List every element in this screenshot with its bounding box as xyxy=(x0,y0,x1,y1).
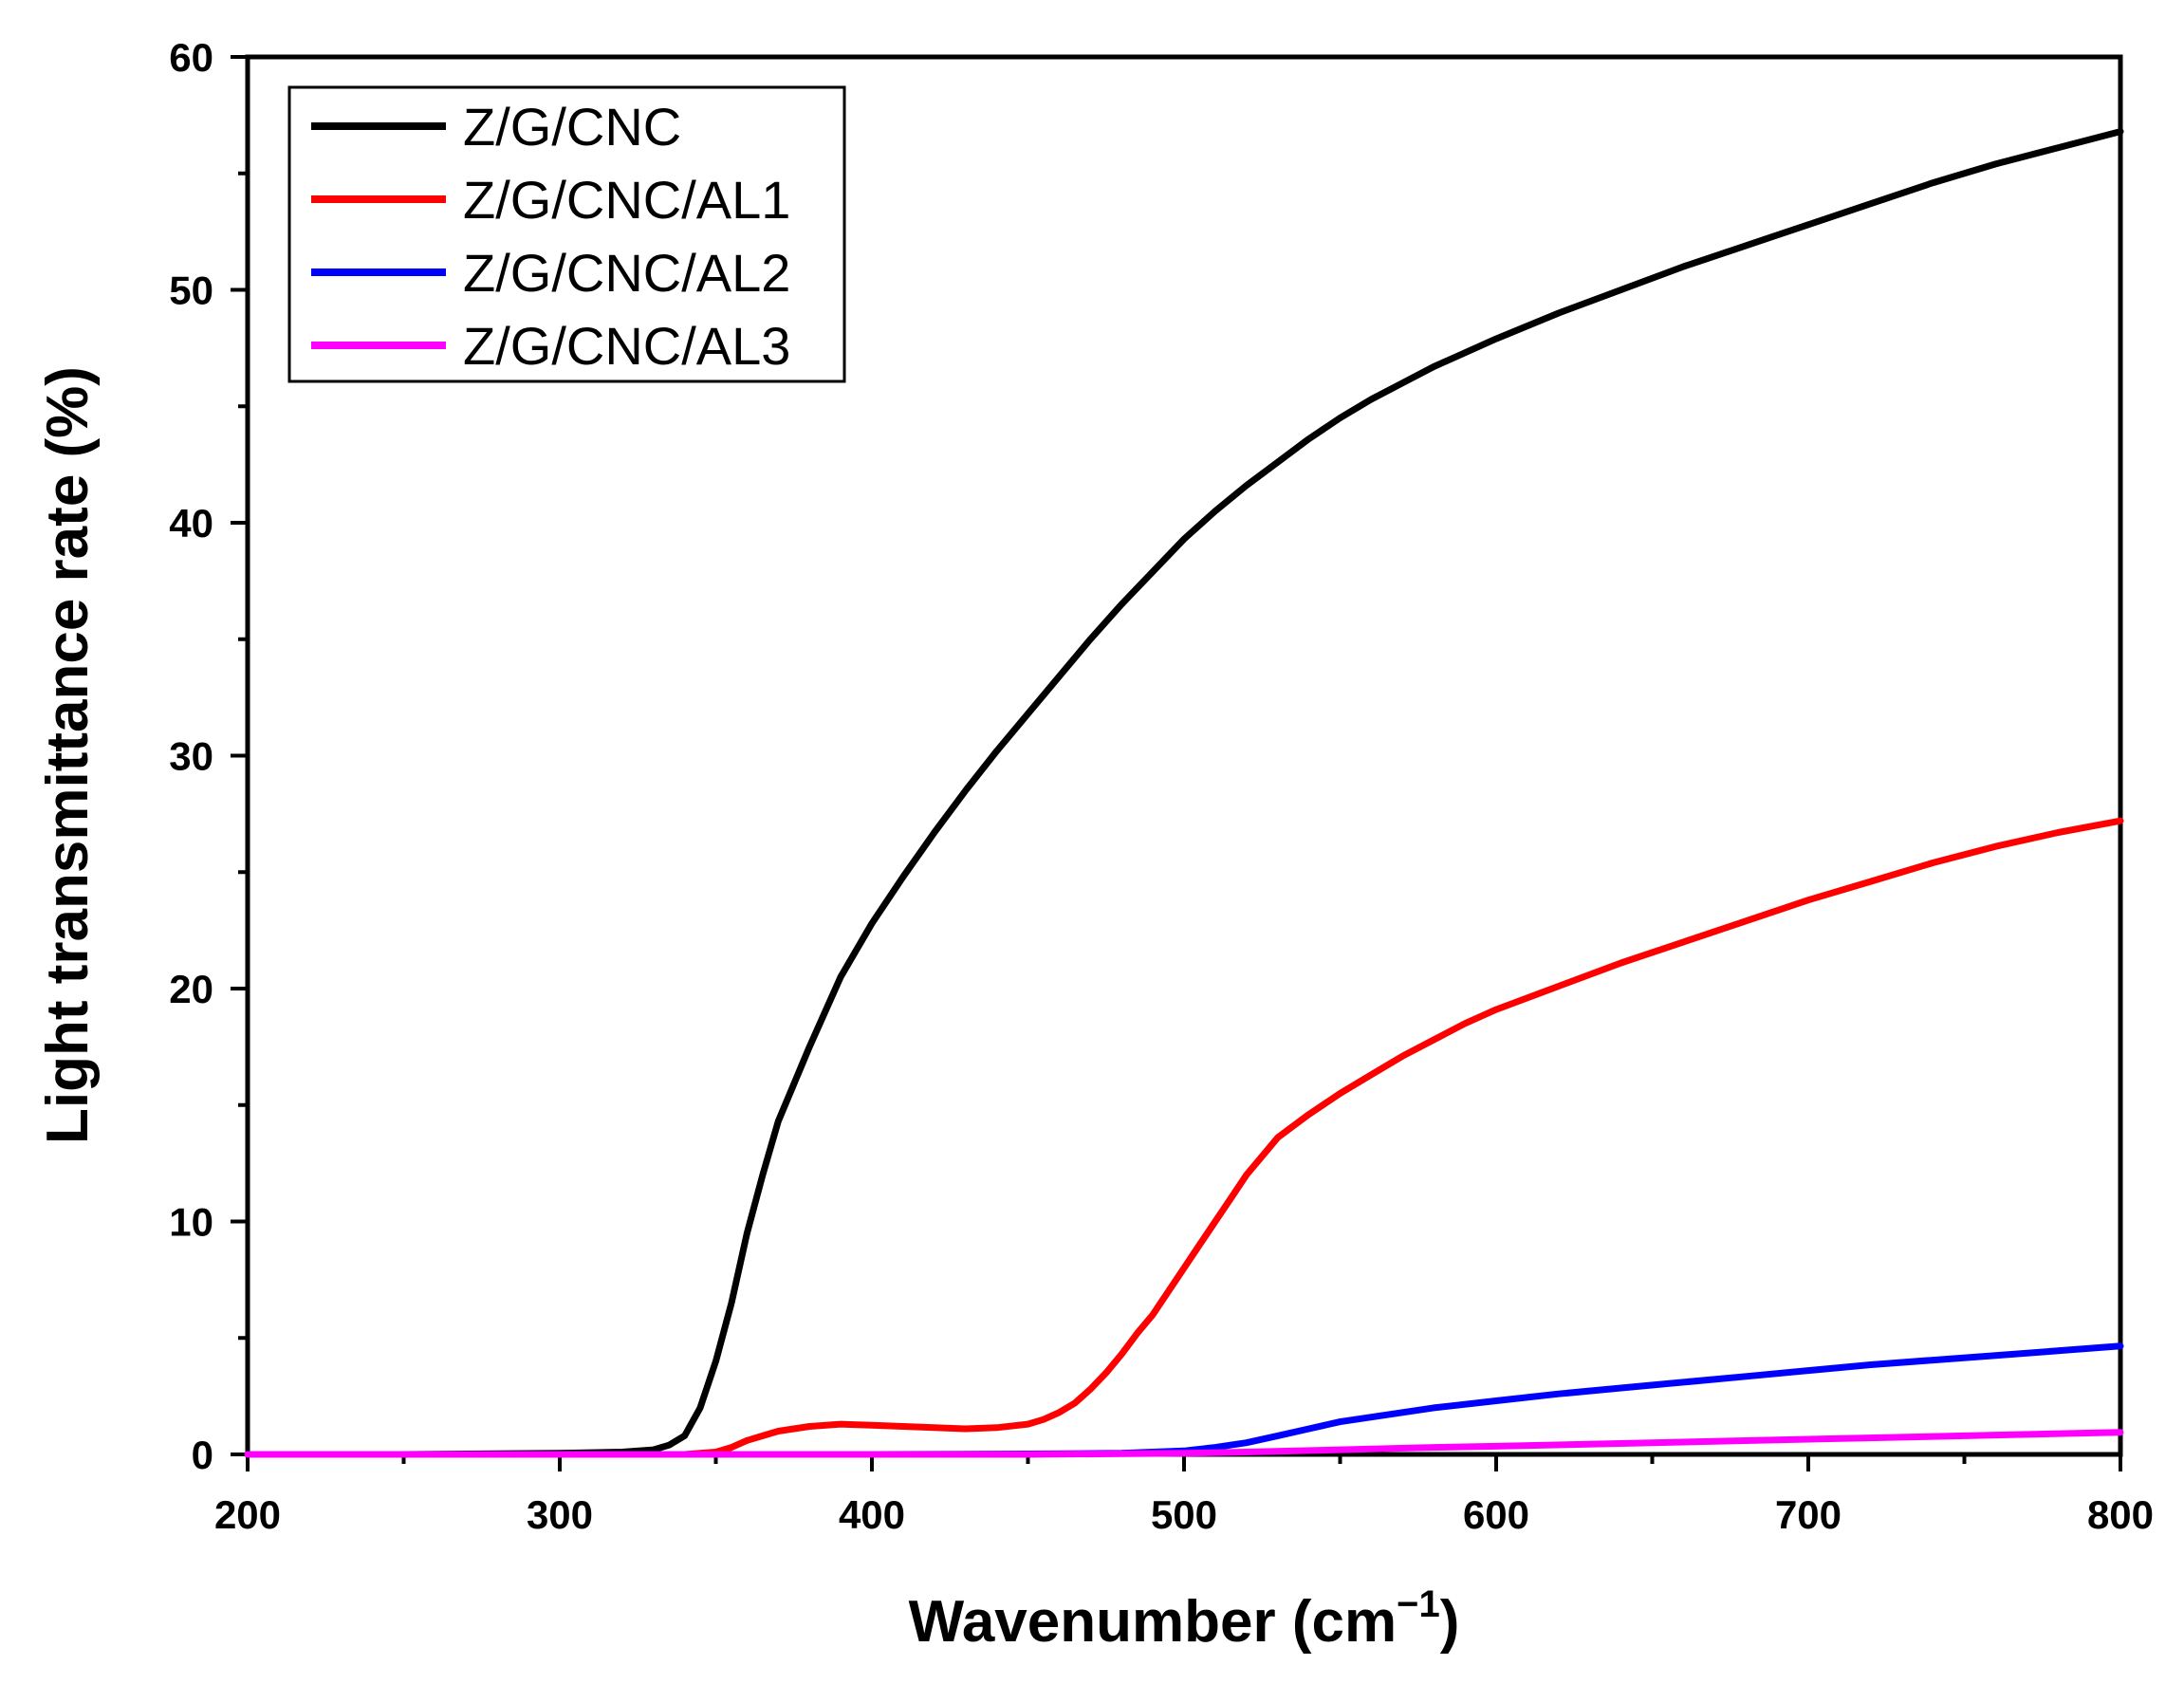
x-tick-label: 400 xyxy=(839,1492,905,1537)
x-tick-label: 700 xyxy=(1775,1492,1842,1537)
x-tick-label: 500 xyxy=(1151,1492,1217,1537)
legend-label: Z/G/CNC/AL3 xyxy=(463,316,790,376)
y-tick-label: 30 xyxy=(169,734,213,779)
series-lines xyxy=(244,128,2124,1458)
axis-ticks xyxy=(231,55,2122,1471)
y-tick-label: 20 xyxy=(169,967,213,1011)
series-line-2 xyxy=(244,817,2124,1458)
legend-box xyxy=(287,85,846,383)
x-axis-title-main: Wavenumber (cm xyxy=(909,1589,1397,1655)
legend: Z/G/CNC Z/G/CNC/AL1 Z/G/CNC/AL2 Z/G/CNC/AL3 xyxy=(287,85,846,383)
series-line-1 xyxy=(244,128,2124,1458)
axis-tick-labels: 200 300 400 500 600 700 800 0 10 20 30 40 50 60 xyxy=(169,35,2154,1537)
x-tick-label: 300 xyxy=(527,1492,593,1537)
legend-label: Z/G/CNC xyxy=(463,97,681,157)
x-axis-title-superscript: −1 xyxy=(1397,1583,1440,1625)
y-tick-label: 40 xyxy=(169,501,213,546)
legend-label: Z/G/CNC/AL1 xyxy=(463,170,790,230)
x-tick-label: 800 xyxy=(2087,1492,2154,1537)
legend-items: Z/G/CNC Z/G/CNC/AL1 Z/G/CNC/AL2 Z/G/CNC/AL3 xyxy=(311,97,790,376)
legend-label: Z/G/CNC/AL2 xyxy=(463,243,790,303)
y-tick-label: 10 xyxy=(169,1200,213,1245)
y-axis-title: Light transmittance rate (%) xyxy=(35,366,101,1144)
series-line-4 xyxy=(244,1429,2124,1458)
x-axis-title: Wavenumber (cm−1) xyxy=(909,1583,1460,1655)
y-tick-label: 50 xyxy=(169,268,213,313)
x-tick-label: 200 xyxy=(214,1492,281,1537)
x-axis-title-close: ) xyxy=(1440,1589,1460,1655)
x-tick-label: 600 xyxy=(1463,1492,1529,1537)
y-tick-label: 0 xyxy=(192,1433,213,1477)
y-tick-label: 60 xyxy=(169,35,213,80)
